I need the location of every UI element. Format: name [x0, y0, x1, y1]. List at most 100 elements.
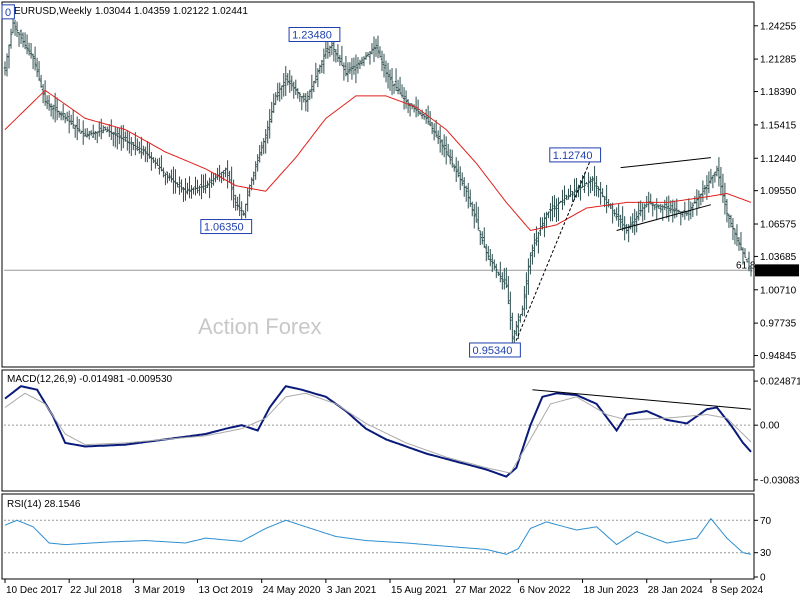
ohlc-bar	[537, 231, 540, 254]
ohlc-bar	[478, 230, 482, 246]
ohlc-bar	[456, 160, 460, 178]
ohlc-bar	[398, 76, 402, 95]
ohlc-bar	[605, 184, 608, 214]
ohlc-bar	[264, 128, 267, 154]
price-y-tick-label: 1.12440	[760, 154, 797, 165]
ohlc-bar	[601, 188, 604, 198]
ohlc-bar	[527, 258, 530, 295]
rsi-y-tick-label: 0	[760, 573, 766, 584]
annotation-box	[288, 26, 341, 42]
price-annotation: 0	[1, 4, 15, 20]
ohlc-bar	[533, 233, 536, 258]
ohlc-bar	[655, 198, 659, 221]
ohlc-bar	[396, 79, 400, 95]
rsi-layer	[4, 517, 752, 555]
ohlc-bar	[543, 212, 546, 238]
x-tick-label: 10 Dec 2017	[6, 585, 63, 596]
ohlc-bar	[340, 45, 344, 67]
ohlc-bar	[376, 35, 380, 59]
ohlc-bar	[356, 57, 360, 74]
ohlc-bar	[302, 92, 306, 103]
x-tick-label: 24 May 2020	[263, 585, 321, 596]
current-price-box	[755, 264, 799, 277]
ohlc-bar	[611, 202, 614, 224]
price-y-tick-label: 1.06575	[760, 220, 797, 231]
ohlc-bar	[422, 113, 426, 120]
ohlc-bar	[667, 195, 671, 222]
ohlc-bar	[745, 258, 749, 263]
ohlc-bar	[67, 110, 71, 134]
ohlc-bar	[45, 95, 49, 110]
x-tick-label: 28 Jan 2024	[648, 585, 703, 596]
ohlc-bar	[657, 204, 661, 209]
ohlc-bar	[458, 166, 462, 191]
ohlc-bar	[286, 73, 290, 86]
ohlc-bar	[160, 155, 163, 172]
ohlc-label: 1.03044 1.04359 1.02122 1.02441	[95, 6, 248, 17]
ohlc-bar	[350, 57, 354, 80]
ohlc-bar	[248, 184, 251, 197]
ohlc-bar	[545, 211, 548, 228]
ohlc-bar	[348, 62, 352, 75]
ohlc-bar	[569, 184, 572, 198]
ohlc-bar	[284, 66, 288, 97]
ohlc-bar	[126, 130, 129, 151]
ohlc-bar	[7, 44, 11, 69]
ohlc-bar	[75, 116, 79, 141]
ohlc-bar	[13, 19, 17, 36]
ohlc-bar	[322, 48, 326, 74]
ohlc-bar	[571, 191, 574, 202]
ohlc-bar	[416, 99, 420, 117]
ohlc-bar	[621, 206, 624, 232]
ohlc-bar	[47, 94, 51, 111]
ohlc-bar	[186, 182, 189, 195]
ohlc-bar	[254, 161, 257, 180]
ohlc-bar	[282, 73, 286, 97]
ohlc-bar	[27, 42, 31, 56]
ohlc-bar	[9, 28, 13, 49]
annotation-text: 0.95340	[473, 345, 513, 357]
ohlc-bar	[651, 201, 655, 217]
ohlc-bar	[619, 214, 622, 229]
price-layer: 61.8 1.23480 1.06350 1.12740 0.95340 0	[1, 4, 756, 358]
ohlc-bar	[515, 321, 518, 336]
ohlc-bar	[493, 259, 496, 270]
macd-trendline	[532, 389, 752, 410]
ohlc-bar	[561, 189, 564, 210]
ohlc-bar	[685, 211, 689, 217]
ohlc-bar	[196, 179, 199, 194]
ohlc-bar	[727, 213, 731, 228]
macd-label: MACD(12,26,9) -0.014981 -0.009530	[7, 374, 173, 385]
ohlc-bar	[134, 132, 137, 156]
ohlc-bar	[300, 96, 304, 111]
ohlc-bar	[470, 201, 474, 217]
x-tick-label: 6 Nov 2022	[519, 585, 571, 596]
ohlc-bar	[226, 160, 229, 189]
ohlc-bar	[509, 291, 512, 330]
ohlc-bar	[731, 218, 735, 241]
ohlc-bar	[81, 120, 85, 145]
ohlc-bar	[729, 214, 733, 228]
price-y-tick-label: 0.94845	[760, 351, 797, 362]
ohlc-bar	[3, 61, 7, 76]
ohlc-bar	[663, 199, 667, 211]
ohlc-bar	[252, 171, 255, 185]
ohlc-bar	[386, 62, 390, 89]
ohlc-bar	[749, 264, 753, 277]
x-tick-label: 3 Mar 2019	[134, 585, 185, 596]
ohlc-bar	[531, 244, 534, 265]
ohlc-bar	[184, 178, 187, 201]
ohlc-bar	[428, 111, 432, 127]
ohlc-bar	[547, 211, 550, 219]
ohlc-bar	[591, 176, 594, 191]
ohlc-bar	[489, 248, 492, 267]
ohlc-bar	[454, 157, 458, 182]
signal-line	[4, 392, 752, 474]
rsi-label: RSI(14) 28.1546	[7, 499, 81, 510]
annotation-text: 1.12740	[553, 150, 593, 162]
trendline	[620, 157, 711, 169]
watermark: Action Forex	[198, 314, 322, 339]
ohlc-bar	[174, 169, 177, 194]
ohlc-bar	[392, 83, 396, 94]
price-annotation: 1.06350	[200, 219, 253, 235]
